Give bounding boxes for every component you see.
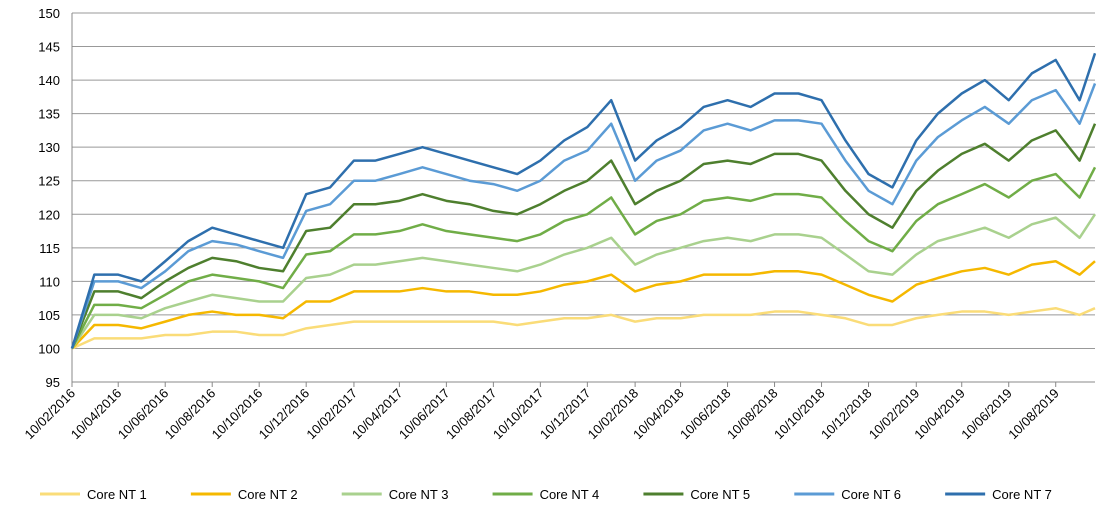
y-tick-label: 130 [38, 140, 60, 155]
y-tick-label: 95 [46, 375, 60, 390]
y-tick-label: 100 [38, 341, 60, 356]
y-tick-label: 150 [38, 6, 60, 21]
legend-label: Core NT 1 [87, 487, 147, 502]
legend-label: Core NT 2 [238, 487, 298, 502]
legend-label: Core NT 5 [690, 487, 750, 502]
x-tick-label: 10/08/2019 [1005, 386, 1062, 443]
legend-label: Core NT 3 [389, 487, 449, 502]
x-tick-label: 10/12/2018 [818, 386, 875, 443]
x-tick-label: 10/12/2016 [256, 386, 313, 443]
series-line [70, 82, 1096, 349]
series-line [71, 306, 1096, 350]
y-tick-label: 140 [38, 73, 60, 88]
legend-label: Core NT 7 [992, 487, 1052, 502]
series-line [70, 166, 1096, 350]
series-line [70, 52, 1096, 349]
y-tick-label: 145 [38, 40, 60, 55]
series-line [70, 123, 1096, 349]
legend-label: Core NT 6 [841, 487, 901, 502]
y-tick-label: 105 [38, 308, 60, 323]
y-tick-label: 110 [39, 274, 60, 289]
series-line [71, 259, 1096, 350]
series-line [70, 213, 1096, 350]
y-tick-label: 125 [38, 174, 60, 189]
legend-label: Core NT 4 [540, 487, 600, 502]
y-tick-label: 135 [38, 107, 60, 122]
y-tick-label: 115 [39, 241, 60, 256]
x-tick-label: 10/12/2017 [537, 386, 594, 443]
y-tick-label: 120 [38, 207, 60, 222]
